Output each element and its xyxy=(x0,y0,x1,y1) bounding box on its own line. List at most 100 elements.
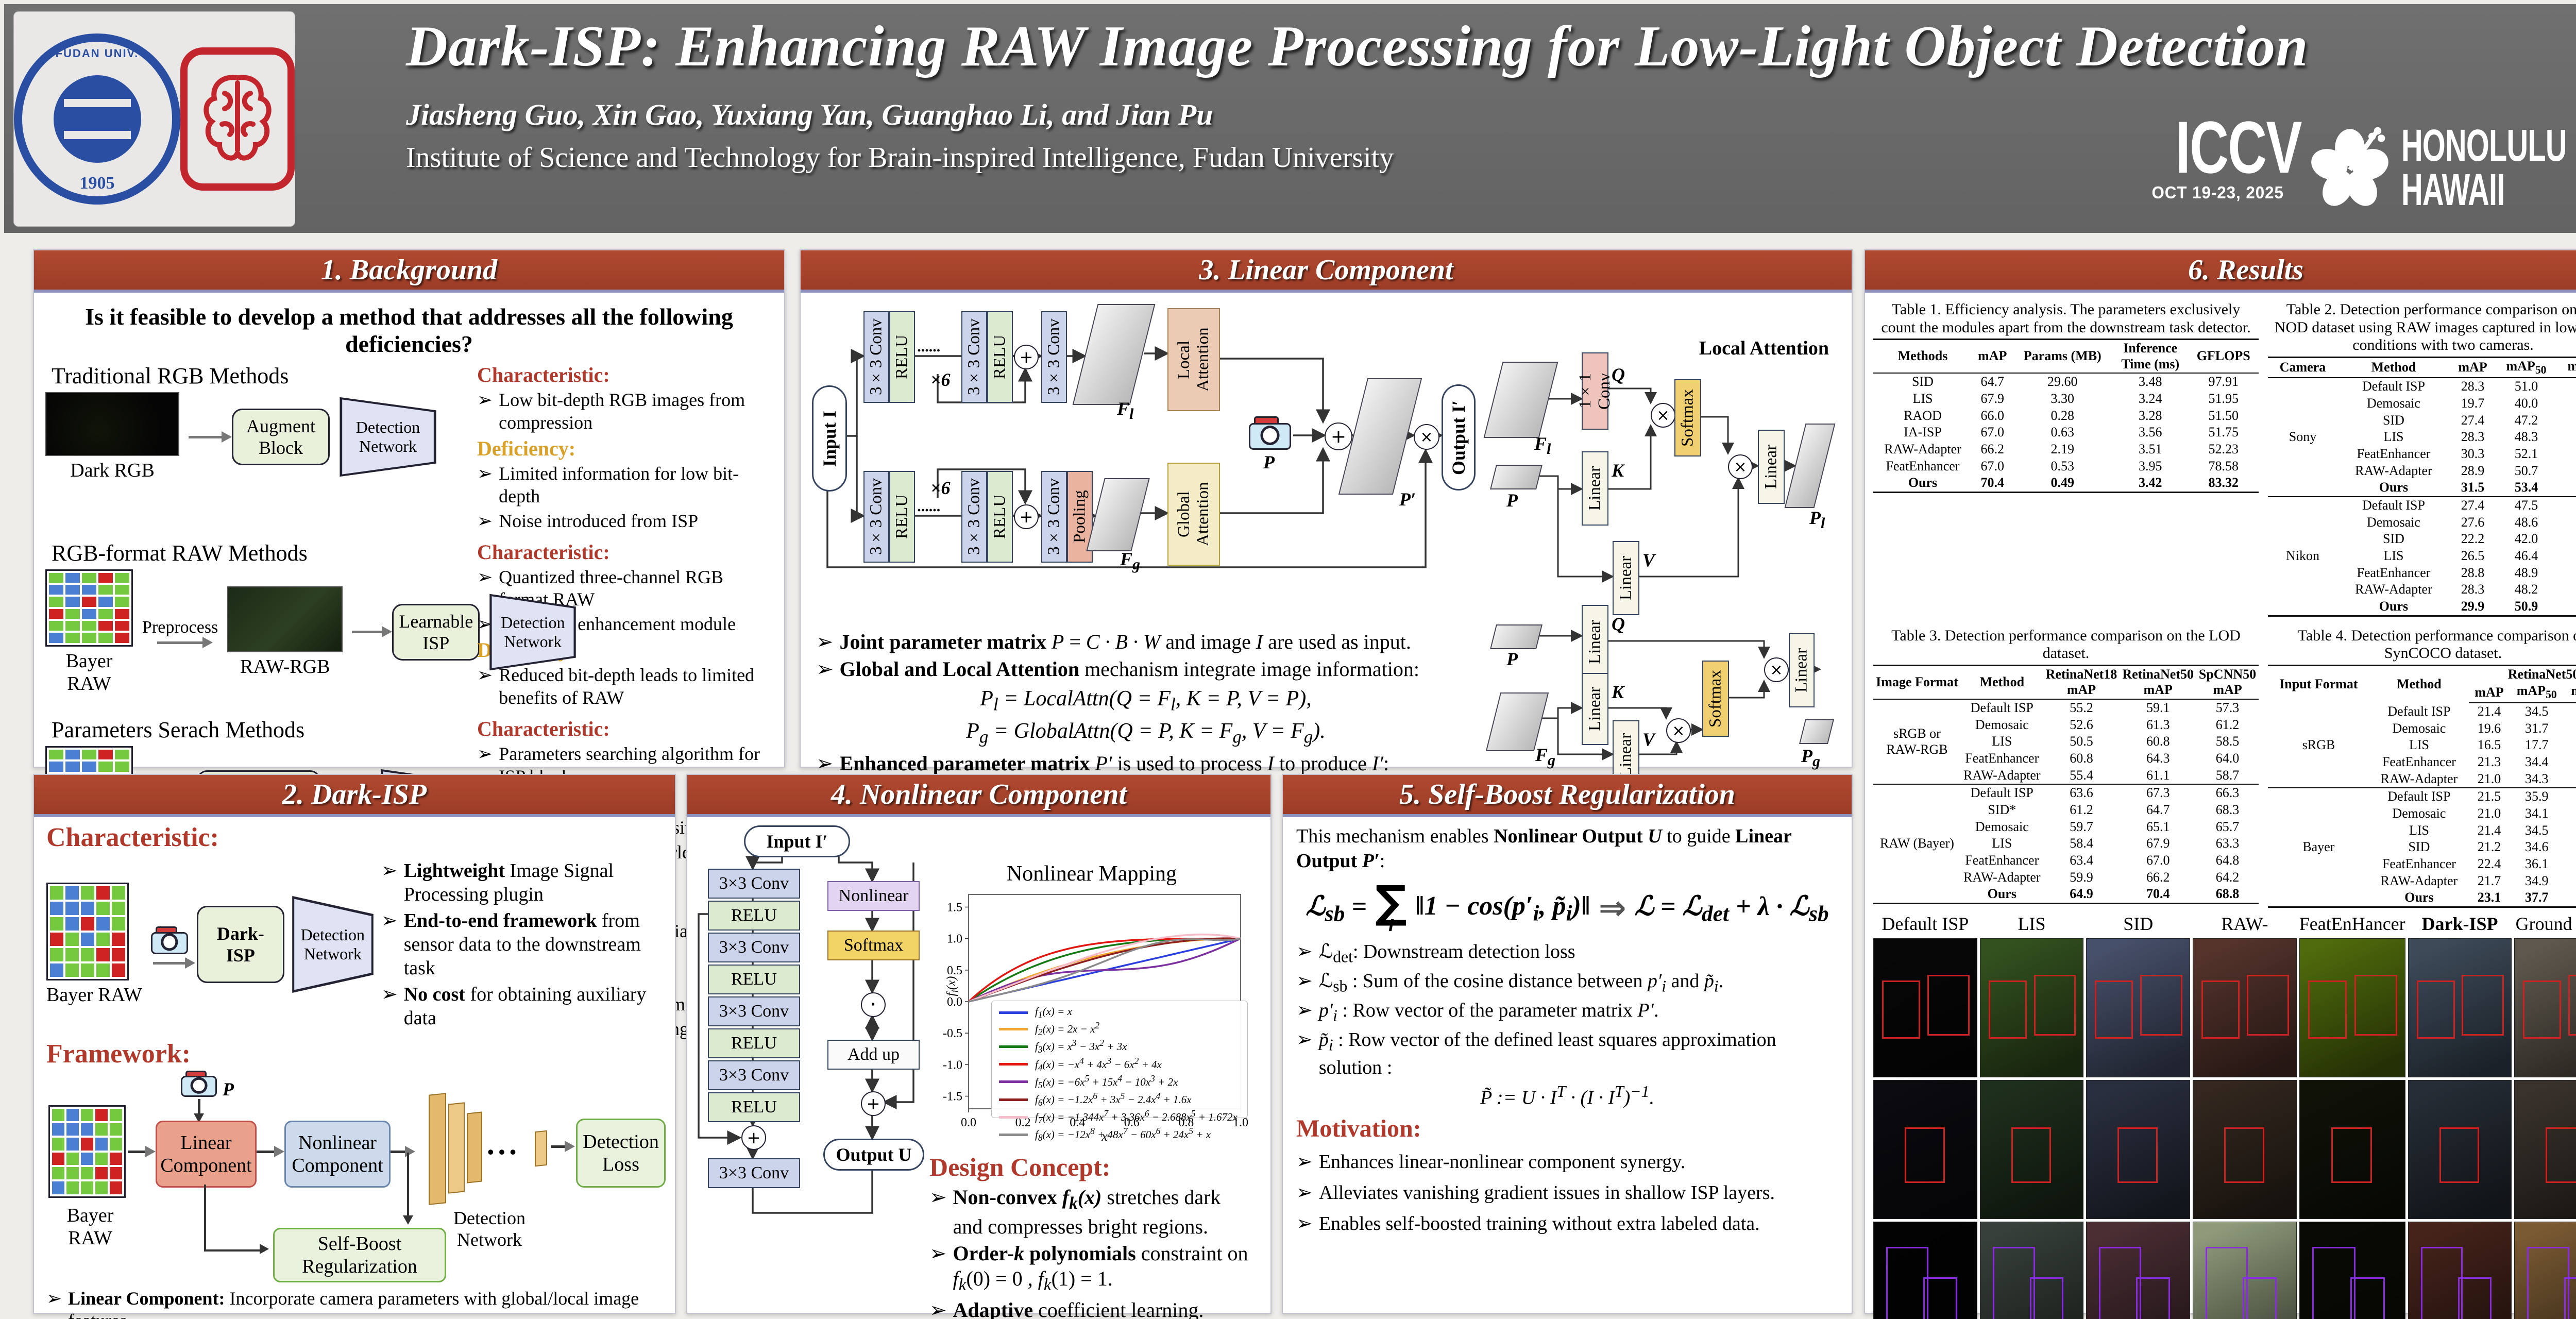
bayer-raw-grid xyxy=(46,883,129,981)
hibiscus-icon xyxy=(2311,127,2388,206)
list-item: ➢ Enhances linear-nonlinear component syn… xyxy=(1296,1149,1686,1173)
detection-network-trapezoid: Detection Network xyxy=(339,397,437,477)
dark-isp-block: Dark-ISP xyxy=(196,906,284,984)
figure-image xyxy=(2193,1080,2297,1220)
figure-image xyxy=(2193,938,2297,1078)
iccv-name: ICCV xyxy=(2175,106,2302,189)
darkisp-title: 2. Dark-ISP xyxy=(282,779,427,810)
arrow-icon xyxy=(352,626,393,638)
poster-header: FUDAN UNIV. 1905 Dark-ISP: Enhancing RAW… xyxy=(4,4,2576,233)
header-text: Dark-ISP: Enhancing RAW Image Processing… xyxy=(406,13,2309,174)
list-item: ➢ Non-convex fk(x) stretches dark and com… xyxy=(929,1186,1221,1238)
list-item: ➢ p̃i : Row vector of the defined least s… xyxy=(1296,1028,1776,1078)
table4-caption: Table 4. Detection performance compariso… xyxy=(2297,627,2576,662)
table-syncoco: Input FormatMethodRetinaNet50mAPmAP50mAP… xyxy=(2268,664,2576,908)
nonlinear-component-box: Nonlinear Component xyxy=(284,1120,391,1188)
output-pill: Output U xyxy=(823,1139,924,1171)
bullet-icon: ➢ xyxy=(381,859,398,882)
darkisp-characteristics: ➢ Lightweight Image Signal Processing plu… xyxy=(381,857,663,1033)
camera-icon xyxy=(1247,414,1293,450)
figure-image xyxy=(2408,1080,2512,1220)
least-squares-formula: P̃ := U · IT · (I · IT)−1. xyxy=(1480,1083,1654,1109)
diagram-connectors xyxy=(1537,387,1821,760)
arrow-icon xyxy=(152,957,195,969)
panel-selfboost: 5. Self-Boost Regularization This mechan… xyxy=(1282,774,1853,1314)
svg-text:0.8: 0.8 xyxy=(1178,1116,1194,1129)
list-item: ➢ Alleviates vanishing gradient issues in… xyxy=(1296,1181,1775,1204)
method-row-rgb-format-raw: RGB-format RAW Methods Bayer RAW Preproc… xyxy=(45,540,773,712)
deficiency-label: Deficiency: xyxy=(477,436,576,460)
add-operator-icon: + xyxy=(861,1091,886,1116)
legend-entry: f8(x) = −12x8 + 48x7 − 60x6 + 24x5 + x xyxy=(999,1126,1240,1143)
figure-image xyxy=(2193,1222,2297,1319)
svg-text:1.0: 1.0 xyxy=(947,933,962,946)
conv-layer-slab xyxy=(467,1111,482,1183)
chart-title: Nonlinear Mapping xyxy=(1006,862,1177,886)
results-title: 6. Results xyxy=(2188,254,2304,286)
motivation-label: Motivation: xyxy=(1296,1114,1421,1142)
input-pill: Input I xyxy=(812,385,847,492)
camera-icon xyxy=(149,925,190,955)
figure-image xyxy=(2408,938,2512,1078)
selfboost-intro: This mechanism enables Nonlinear Output … xyxy=(1296,825,1792,872)
attention-detail-diagram: Local Attention Fl 1×1 Conv Q Linear K P… xyxy=(1483,337,1836,793)
softmax-box: Softmax xyxy=(827,931,920,960)
selfboost-definitions: ➢ ℒdet: Downstream detection loss ➢ ℒsb : S… xyxy=(1296,940,1838,1079)
svg-text:1.0: 1.0 xyxy=(1233,1116,1248,1129)
figure-column: Dark-ISP xyxy=(2408,913,2512,1319)
figure-column: LIS xyxy=(1979,913,2084,1319)
bayer-raw-grid xyxy=(45,569,133,647)
learnable-isp-block: Learnable ISP xyxy=(392,603,480,661)
detection-network-trapezoid: Detection Network xyxy=(292,895,374,993)
bullet-icon: ➢ xyxy=(1296,999,1313,1022)
arrow-icon xyxy=(189,431,232,443)
results-header: 6. Results xyxy=(1865,250,2576,293)
figure-image xyxy=(1873,1080,1977,1220)
arrow-down-icon xyxy=(194,1098,204,1123)
legend-entry: f3(x) = x3 − 3x2 + 3x xyxy=(999,1038,1240,1055)
figure-column: RAW-Adapter xyxy=(2193,913,2297,1319)
svg-text:0.0: 0.0 xyxy=(961,1116,976,1129)
figure-image xyxy=(2086,938,2191,1078)
list-item: ➢ ℒdet: Downstream detection loss xyxy=(1296,939,1575,966)
bullet-icon: ➢ xyxy=(1296,1212,1313,1235)
poster-authors: Jiasheng Guo, Xin Gao, Yuxiang Yan, Guan… xyxy=(406,98,1213,131)
p-slab xyxy=(1490,624,1543,649)
multiply-operator-icon: × xyxy=(1728,454,1753,479)
figure-column-label: LIS xyxy=(2018,914,2046,935)
panel-linear-component: 3. Linear Component xyxy=(800,249,1853,808)
pl-label: Pl xyxy=(1809,508,1825,532)
table2-caption: Table 2. Detection performance compariso… xyxy=(2274,301,2576,353)
fudan-seal-glyph xyxy=(53,75,141,163)
figure-image xyxy=(2514,1222,2576,1319)
conv-layer-slab xyxy=(448,1102,465,1194)
output-pill: Output I′ xyxy=(1442,384,1476,491)
figure-image xyxy=(2299,938,2405,1078)
bullet-icon: ➢ xyxy=(929,1242,947,1266)
dot-product-icon: · xyxy=(861,992,886,1017)
local-attention-label: Local Attention xyxy=(1699,337,1829,359)
figure-image xyxy=(2086,1222,2191,1319)
camera-icon xyxy=(179,1069,218,1098)
arrow-head xyxy=(403,1215,413,1225)
figure-image xyxy=(2514,938,2576,1078)
brain-icon xyxy=(204,75,272,161)
figure-column: Default ISP xyxy=(1873,913,1977,1319)
list-item: ➢ Reduced bit-depth leads to limited bene… xyxy=(477,665,755,708)
multiply-operator-icon: × xyxy=(1414,424,1439,450)
framework-label: Framework: xyxy=(46,1039,191,1069)
svg-text:1.5: 1.5 xyxy=(947,901,962,914)
equation-global-attn: Pg = GlobalAttn(Q = P, K = Fg, V = Fg). xyxy=(966,719,1326,747)
conv-layer-slab xyxy=(535,1130,547,1166)
logo-box: FUDAN UNIV. 1905 xyxy=(13,11,295,227)
bullet-icon: ➢ xyxy=(477,390,493,411)
characteristic-list: ➢ Low bit-depth RGB images from compressi… xyxy=(477,389,773,434)
table-nod: CameraMethodmAPmAP50mAP75SonyDefault ISP… xyxy=(2268,356,2576,617)
background-title: 1. Background xyxy=(320,254,498,286)
legend-entry: f7(x) = −1.344x7 + 3.36x6 − 2.688x5 + 1.… xyxy=(999,1108,1240,1126)
nonlinear-right-column: Nonlinear Mapping 0.0 0.2 0.4 0.6 0.8 1.0 1.5 1… xyxy=(929,861,1254,1319)
selfboost-formula: ℒsb = ∑ i ‖1 − cos(p′i, p̃i)‖ ⇒ ℒ = ℒdet … xyxy=(1306,876,1829,935)
figure-column-label: RAW-Adapter xyxy=(2215,914,2275,956)
nonlinear-header: 4. Nonlinear Component xyxy=(687,775,1270,817)
relu-box: RELU xyxy=(708,901,800,931)
